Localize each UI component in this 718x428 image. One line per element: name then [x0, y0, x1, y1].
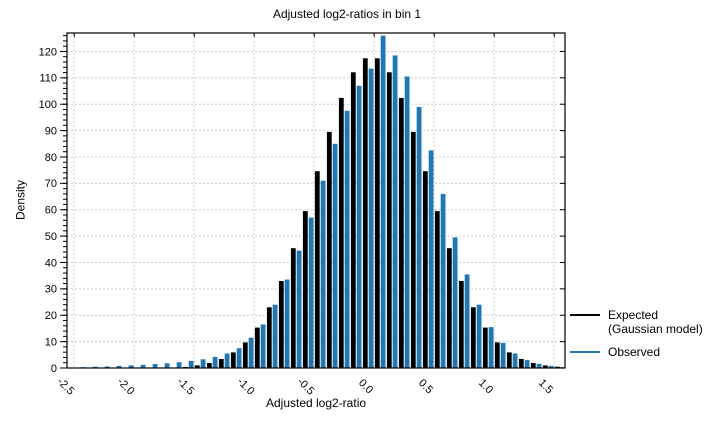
- svg-text:80: 80: [45, 152, 57, 164]
- svg-text:0.5: 0.5: [416, 377, 435, 396]
- svg-text:-1.0: -1.0: [235, 376, 257, 398]
- legend-label-expected: Expected (Gaussian model): [608, 308, 703, 336]
- svg-text:90: 90: [45, 125, 57, 137]
- svg-text:0: 0: [51, 363, 57, 375]
- svg-text:70: 70: [45, 178, 57, 190]
- legend-line-observed-icon: [570, 351, 600, 353]
- svg-text:10: 10: [45, 336, 57, 348]
- chart-title: Adjusted log2-ratios in bin 1: [272, 7, 422, 21]
- legend: Expected (Gaussian model) Observed: [570, 308, 718, 368]
- svg-text:20: 20: [45, 310, 57, 322]
- svg-text:120: 120: [39, 46, 57, 58]
- legend-label-observed: Observed: [608, 345, 661, 359]
- svg-text:50: 50: [45, 231, 57, 243]
- svg-text:0.0: 0.0: [356, 377, 375, 396]
- y-axis-label: Density: [13, 180, 28, 221]
- svg-text:-0.5: -0.5: [295, 376, 317, 398]
- legend-line-expected-icon: [570, 314, 600, 316]
- svg-text:1.5: 1.5: [536, 377, 555, 396]
- svg-text:30: 30: [45, 284, 57, 296]
- x-axis-label: Adjusted log2-ratio: [265, 396, 367, 410]
- svg-text:-2.5: -2.5: [55, 376, 77, 398]
- svg-text:100: 100: [39, 99, 57, 111]
- legend-item-observed: Observed: [570, 345, 718, 359]
- svg-text:40: 40: [45, 257, 57, 269]
- svg-text:-2.0: -2.0: [115, 376, 137, 398]
- svg-text:60: 60: [45, 205, 57, 217]
- svg-text:1.0: 1.0: [476, 377, 495, 396]
- legend-item-expected: Expected (Gaussian model): [570, 308, 718, 336]
- svg-text:110: 110: [39, 73, 57, 85]
- svg-text:-1.5: -1.5: [175, 376, 197, 398]
